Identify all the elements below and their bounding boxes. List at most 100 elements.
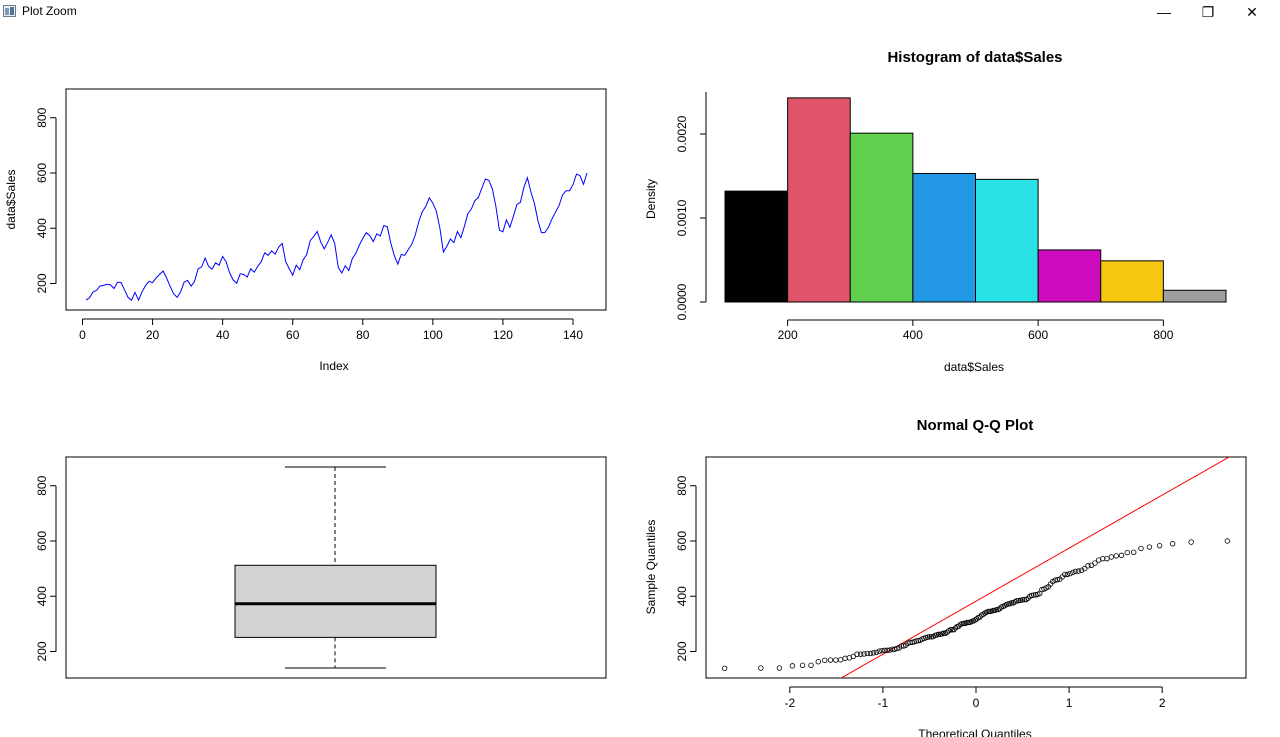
- qq-point: [985, 608, 991, 615]
- qq-point: [1062, 571, 1068, 578]
- x-axis-title: Theoretical Quantiles: [918, 727, 1031, 737]
- x-axis-title: data$Sales: [944, 360, 1004, 374]
- histogram-bar: [1162, 289, 1227, 303]
- y-tick-label: 400: [35, 586, 49, 606]
- qq-point: [1070, 569, 1076, 576]
- histogram-bar: [1037, 249, 1102, 303]
- qq-point: [1009, 600, 1015, 606]
- qq-point: [1064, 571, 1071, 578]
- qq-point: [884, 647, 890, 654]
- qq-point: [1138, 545, 1144, 552]
- qq-point: [1078, 567, 1085, 573]
- x-tick-label: 140: [563, 328, 583, 342]
- qq-point: [926, 634, 933, 640]
- histogram-plot: Histogram of data$Sales 200 400 600 800 0.000…: [644, 49, 1227, 374]
- qq-point: [864, 650, 871, 657]
- qq-point: [1113, 553, 1119, 559]
- qq-point: [944, 629, 950, 635]
- minimize-button[interactable]: —: [1142, 0, 1186, 24]
- qq-point: [827, 657, 834, 663]
- plot-canvas: 0 20 40 60 80 100 120 140200400600800Indexdata$…: [4, 49, 1247, 737]
- qq-point: [808, 662, 814, 668]
- x-tick-label: 200: [778, 328, 798, 342]
- qq-point: [799, 662, 806, 668]
- qq-point: [907, 639, 913, 646]
- x-tick-label: 400: [903, 328, 923, 342]
- plot-frame: [65, 456, 607, 679]
- y-tick-label: 600: [35, 163, 49, 183]
- close-icon: ✕: [1246, 3, 1258, 20]
- qq-point: [1075, 568, 1082, 574]
- y-tick-label: 0.0020: [675, 115, 689, 152]
- qq-point: [947, 626, 954, 633]
- qq-point: [1029, 592, 1035, 599]
- qq-point: [870, 650, 877, 656]
- chart-title: Histogram of data$Sales: [887, 49, 1062, 66]
- y-tick-label: 0.0010: [675, 199, 689, 236]
- qq-point: [1014, 597, 1020, 604]
- qq-point: [837, 657, 844, 663]
- qq-point: [913, 638, 919, 644]
- qq-point: [1081, 565, 1088, 572]
- restore-button[interactable]: ❐: [1186, 0, 1230, 24]
- qq-point: [861, 651, 867, 657]
- x-tick-label: 800: [1153, 328, 1173, 342]
- y-tick-label: 200: [675, 641, 689, 661]
- qq-point: [854, 651, 860, 657]
- x-tick-label: 100: [423, 328, 443, 342]
- plot-frame: [65, 88, 607, 311]
- plot-app-icon: [3, 5, 16, 17]
- x-tick-label: 0: [973, 696, 980, 710]
- histogram-bar: [849, 132, 914, 303]
- y-tick-label: 0.0000: [675, 283, 689, 320]
- qq-point: [964, 619, 970, 626]
- close-button[interactable]: ✕: [1230, 0, 1274, 24]
- y-tick-label: 800: [35, 475, 49, 495]
- qq-point: [867, 650, 874, 657]
- qq-point: [891, 646, 898, 652]
- boxplot: 200 400 600 800: [35, 456, 607, 679]
- qq-point: [1131, 549, 1137, 556]
- qq-point: [928, 634, 935, 640]
- qq-point: [1031, 592, 1037, 598]
- qq-point: [776, 665, 783, 671]
- y-tick-label: 600: [675, 531, 689, 551]
- x-tick-label: 60: [286, 328, 300, 342]
- qq-point: [1072, 568, 1079, 575]
- qq-point: [876, 648, 882, 654]
- histogram-bar: [975, 178, 1039, 303]
- qq-point: [1108, 554, 1115, 560]
- qq-point: [1146, 544, 1153, 550]
- qq-point: [1016, 597, 1022, 604]
- y-tick-label: 200: [35, 641, 49, 661]
- y-axis-title: Sample Quantiles: [644, 520, 658, 615]
- x-tick-label: 20: [146, 328, 160, 342]
- qq-point: [941, 630, 947, 636]
- qq-point: [1224, 538, 1231, 544]
- qq-point: [881, 647, 888, 654]
- x-tick-label: 600: [1028, 328, 1048, 342]
- chart-title: Normal Q-Q Plot: [917, 417, 1034, 434]
- histogram-bar: [787, 97, 851, 303]
- histogram-bar: [912, 172, 976, 303]
- y-axis-title: data$Sales: [4, 169, 18, 229]
- x-tick-label: 0: [79, 328, 86, 342]
- x-axis-title: Index: [319, 359, 348, 373]
- plot-frame: [705, 456, 1247, 679]
- qq-point: [833, 657, 839, 663]
- qq-point: [1124, 549, 1130, 556]
- qq-point: [1169, 541, 1176, 547]
- qq-point: [815, 659, 821, 665]
- window-title: Plot Zoom: [22, 4, 77, 18]
- x-tick-label: -2: [784, 696, 795, 710]
- y-tick-label: 400: [675, 586, 689, 606]
- qq-point: [758, 665, 764, 671]
- minimize-icon: —: [1157, 4, 1171, 20]
- qq-point: [1188, 539, 1194, 545]
- y-tick-label: 400: [35, 218, 49, 238]
- iqr-box: [234, 564, 437, 638]
- qq-point: [961, 620, 967, 627]
- qq-point: [894, 645, 900, 652]
- x-tick-label: 2: [1159, 696, 1166, 710]
- qq-point: [1118, 552, 1125, 559]
